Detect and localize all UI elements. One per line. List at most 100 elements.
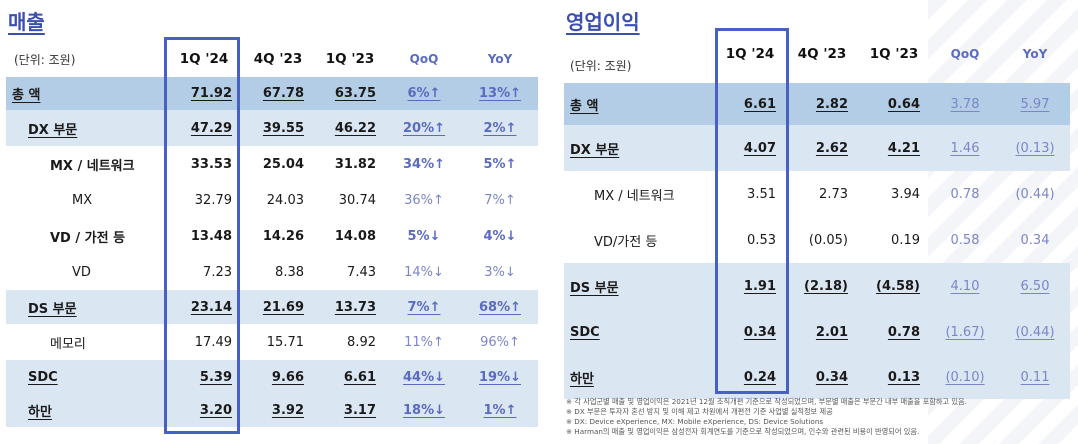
value-yoy: 0.34 [1020,232,1050,248]
row-label: 총 액 [6,77,166,110]
value-4q23: (2.18) [786,263,858,309]
table-row: MX / 네트워크 33.53 25.04 31.82 34%↑ 5%↑ [6,146,538,182]
row-label: DS 부문 [564,263,714,309]
revenue-header-row: 1Q '24 4Q '23 1Q '23 QoQ YoY [6,40,538,77]
value-4q23: 3.92 [242,394,314,427]
footnote: ※ Harman의 매출 및 영업이익은 삼성전자 회계연도를 기준으로 작성되… [566,427,920,436]
value-yoy: 4%↓ [483,228,517,244]
value-qoq: 11%↑ [404,334,444,350]
table-row: MX 32.79 24.03 30.74 36%↑ 7%↑ [6,182,538,218]
header-qoq: QoQ [409,51,439,66]
value-yoy: 68%↑ [462,290,538,324]
table-row: 메모리 17.49 15.71 8.92 11%↑ 96%↑ [6,324,538,360]
operating-profit-unit-label: (단위: 조원) [570,59,632,73]
value-qoq: 0.58 [950,232,980,248]
row-label: VD [72,264,91,280]
row-label: MX / 네트워크 [594,188,675,204]
value-yoy: 19%↓ [462,360,538,394]
value-yoy: 6.50 [1000,263,1070,309]
value-yoy: 0.11 [1000,355,1070,399]
operating-profit-table: 1Q '24 4Q '23 1Q '23 QoQ YoY 총 액 6.61 2.… [564,33,1070,399]
table-row: SDC 0.34 2.01 0.78 (1.67) (0.44) [564,309,1070,355]
value-1q24: 0.53 [747,232,776,248]
value-1q24: 3.51 [747,186,776,202]
value-1q24: 5.39 [166,360,242,394]
value-4q23: 9.66 [242,360,314,394]
value-qoq: 44%↓ [386,360,462,394]
table-row: 총 액 6.61 2.82 0.64 3.78 5.97 [564,83,1070,125]
value-1q23: 31.82 [334,156,376,172]
value-qoq: 20%↑ [386,110,462,146]
value-1q24: 71.92 [166,77,242,110]
value-4q23: (0.05) [808,232,848,248]
value-4q23: 39.55 [242,110,314,146]
row-label: 메모리 [50,336,86,352]
value-qoq: 5%↓ [407,228,441,244]
value-1q23: 3.94 [891,186,920,202]
header-yoy: YoY [487,51,513,66]
value-4q23: 0.34 [786,355,858,399]
table-row: VD / 가전 등 13.48 14.26 14.08 5%↓ 4%↓ [6,218,538,254]
value-1q24: 23.14 [166,290,242,324]
value-1q23: 46.22 [314,110,386,146]
value-1q23: 30.74 [338,192,376,208]
value-1q23: 63.75 [314,77,386,110]
value-qoq: 0.78 [950,186,980,202]
value-1q24: 33.53 [190,156,232,172]
row-label: DX 부문 [564,125,714,171]
value-1q23: 0.64 [858,83,930,125]
value-1q23: 7.43 [347,264,376,280]
value-qoq: 1.46 [930,125,1000,171]
value-yoy: 1%↑ [462,394,538,427]
value-4q23: 2.01 [786,309,858,355]
header-1q24: 1Q '24 [725,46,775,62]
value-1q24: 6.61 [714,83,786,125]
revenue-table: 1Q '24 4Q '23 1Q '23 QoQ YoY 총 액 71.92 6… [6,40,538,427]
value-4q23: 8.38 [275,264,304,280]
value-1q24: 3.20 [166,394,242,427]
row-label: SDC [564,309,714,355]
row-label: SDC [6,360,166,394]
value-4q23: 2.62 [786,125,858,171]
value-yoy: 5.97 [1000,83,1070,125]
value-4q23: 24.03 [266,192,304,208]
value-yoy: 2%↑ [462,110,538,146]
value-1q23: 8.92 [347,334,376,350]
value-yoy: 96%↑ [480,334,520,350]
value-qoq: (1.67) [930,309,1000,355]
footnotes: ※ 각 사업군별 매출 및 영업이익은 2021년 12월 조직개편 기준으로 … [566,397,967,437]
footnote: ※ DX: Device eXperience, MX: Mobile eXpe… [566,417,824,426]
value-yoy: (0.13) [1000,125,1070,171]
table-row: VD/가전 등 0.53 (0.05) 0.19 0.58 0.34 [564,217,1070,263]
revenue-unit-label: (단위: 조원) [14,53,76,67]
value-4q23: 2.73 [819,186,848,202]
value-1q24: 0.34 [714,309,786,355]
value-1q23: 3.17 [314,394,386,427]
value-1q24: 17.49 [194,334,232,350]
value-qoq: 3.78 [930,83,1000,125]
value-1q24: 32.79 [194,192,232,208]
value-1q24: 13.48 [190,228,232,244]
table-row: 하만 3.20 3.92 3.17 18%↓ 1%↑ [6,394,538,427]
value-1q24: 7.23 [203,264,232,280]
value-qoq: (0.10) [930,355,1000,399]
table-row: 총 액 71.92 67.78 63.75 6%↑ 13%↑ [6,77,538,110]
value-yoy: 3%↓ [484,264,516,280]
value-4q23: 21.69 [242,290,314,324]
table-row: DX 부문 47.29 39.55 46.22 20%↑ 2%↑ [6,110,538,146]
value-qoq: 36%↑ [404,192,444,208]
revenue-title: 매출 [8,10,45,34]
row-label: 하만 [6,394,166,427]
value-4q23: 2.82 [786,83,858,125]
table-row: DS 부문 1.91 (2.18) (4.58) 4.10 6.50 [564,263,1070,309]
row-label: MX / 네트워크 [50,158,135,174]
value-yoy: 7%↑ [484,192,516,208]
header-4q23: 4Q '23 [797,46,847,62]
value-qoq: 18%↓ [386,394,462,427]
value-4q23: 15.71 [266,334,304,350]
table-row: SDC 5.39 9.66 6.61 44%↓ 19%↓ [6,360,538,394]
value-1q23: 0.13 [858,355,930,399]
row-label: VD/가전 등 [594,234,658,250]
row-label: VD / 가전 등 [50,230,126,246]
value-yoy: 5%↑ [483,156,517,172]
